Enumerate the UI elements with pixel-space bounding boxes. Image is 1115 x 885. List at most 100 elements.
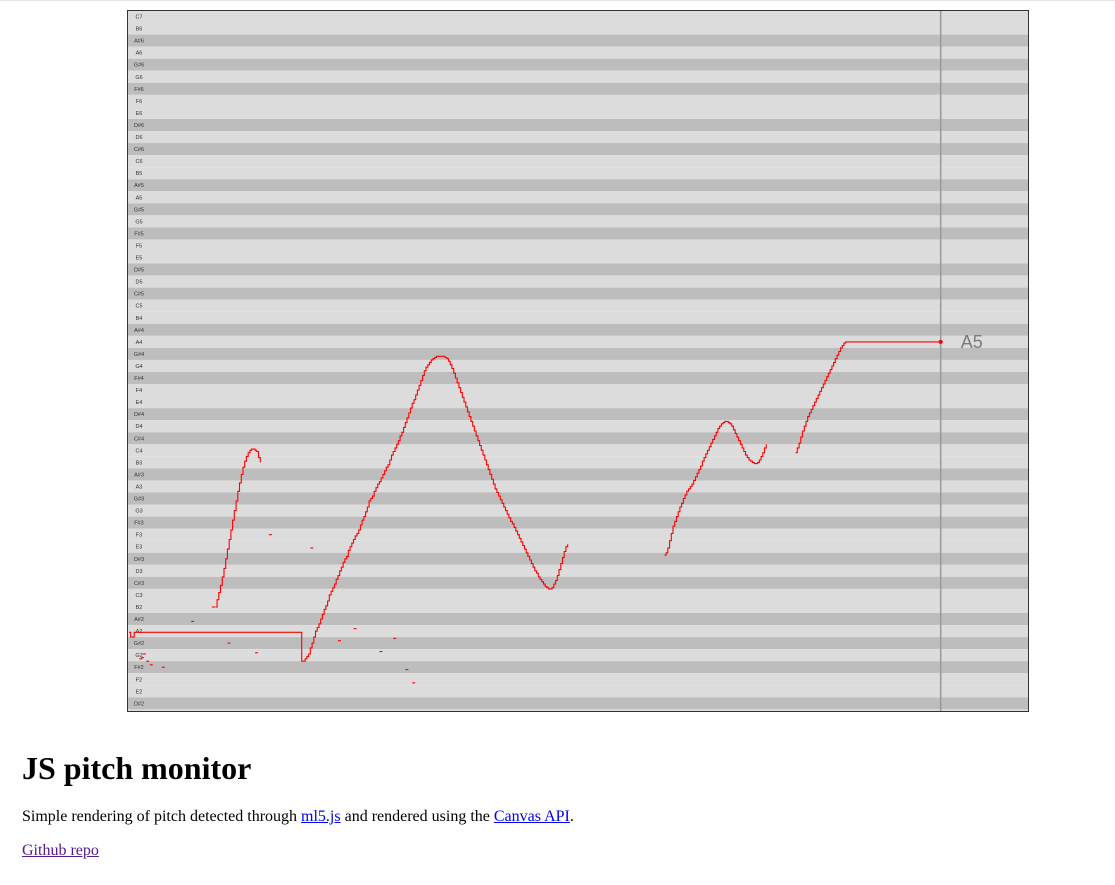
note-label: C7 [135, 15, 142, 21]
github-repo-link[interactable]: Github repo [22, 842, 99, 859]
note-stripe-as6 [128, 34, 1028, 47]
note-stripe-fs3 [128, 516, 1028, 529]
note-label: F2 [136, 677, 142, 683]
note-stripe-gs6 [128, 58, 1028, 71]
note-stripe-g5 [128, 215, 1028, 228]
note-labels: C7 B6 A#6 A6 G#6 G6 F#6 F6 E6 D#6 D6 C#6 C6 B5 A#5 A5 G#… [134, 15, 144, 708]
note-stripe-gs2 [128, 637, 1028, 650]
note-stripe-ds3 [128, 552, 1028, 565]
note-stripe-d4 [128, 420, 1028, 433]
note-stripe-ds5 [128, 263, 1028, 276]
note-stripe-c5 [128, 299, 1028, 312]
note-label: E6 [136, 111, 143, 117]
note-label: E5 [136, 256, 143, 262]
note-stripe-b3 [128, 456, 1028, 469]
note-stripe-e2 [128, 685, 1028, 698]
note-label: A#6 [134, 39, 144, 45]
note-label: B5 [136, 171, 143, 177]
note-label: G#3 [134, 497, 144, 503]
note-label: G4 [135, 364, 142, 370]
note-label: C5 [135, 304, 142, 310]
note-label: G6 [135, 75, 142, 81]
chart-border [127, 10, 1029, 712]
note-label: A4 [136, 340, 143, 346]
note-label: G#4 [134, 352, 144, 358]
note-stripe-f3 [128, 528, 1028, 541]
note-stripe-cs6 [128, 143, 1028, 156]
note-stripe-c4 [128, 444, 1028, 457]
ml5-link[interactable]: ml5.js [301, 808, 341, 825]
note-label: G#6 [134, 63, 144, 69]
canvas-api-link[interactable]: Canvas API [493, 808, 570, 825]
intro-text: Simple rendering of pitch detected throu… [22, 806, 574, 828]
note-stripe-d3 [128, 564, 1028, 577]
note-label: A#4 [134, 328, 144, 334]
note-label: D#3 [134, 557, 144, 563]
note-label: D5 [135, 280, 142, 286]
note-label: F#5 [134, 231, 143, 237]
note-stripe-f4 [128, 384, 1028, 397]
note-label: F#6 [134, 87, 143, 93]
pitch-trace-segment-main [129, 355, 569, 662]
current-pitch-dot [938, 339, 943, 344]
note-stripe-gs5 [128, 203, 1028, 216]
note-label: D3 [135, 569, 142, 575]
note-stripe-gs3 [128, 492, 1028, 505]
note-stripe-ds6 [128, 118, 1028, 131]
note-label: F5 [136, 243, 142, 249]
note-label: F3 [136, 533, 142, 539]
note-stripe-as2 [128, 613, 1028, 626]
note-label: A#3 [134, 472, 144, 478]
note-label: F6 [136, 99, 142, 105]
note-stripe-d2 [128, 709, 1028, 712]
note-label: A#2 [134, 617, 144, 623]
note-label: A3 [136, 484, 143, 490]
note-stripe-a5 [128, 191, 1028, 204]
note-stripe-as4 [128, 323, 1028, 336]
note-stripe-cs3 [128, 576, 1028, 589]
note-stripe-cs5 [128, 287, 1028, 300]
note-stripe-d5 [128, 275, 1028, 288]
note-label: E4 [136, 400, 143, 406]
note-stripe-e6 [128, 106, 1028, 119]
note-label: A5 [136, 195, 143, 201]
note-label: D#5 [134, 268, 144, 274]
note-label: C3 [135, 593, 142, 599]
note-stripe-e3 [128, 540, 1028, 553]
note-stripes [128, 10, 1028, 712]
note-label: D#2 [134, 701, 144, 707]
note-stripe-a3 [128, 480, 1028, 493]
note-stripe-f2 [128, 673, 1028, 686]
note-stripe-a6 [128, 46, 1028, 59]
note-label: C#5 [134, 292, 144, 298]
note-label: G3 [135, 509, 142, 515]
note-label: B3 [136, 460, 143, 466]
note-stripe-a2 [128, 625, 1028, 638]
note-stripe-cs4 [128, 432, 1028, 445]
note-stripe-b6 [128, 22, 1028, 35]
note-stripe-g3 [128, 504, 1028, 517]
top-border [0, 0, 1115, 1]
intro-middle: and rendered using the [340, 808, 494, 825]
note-label: B6 [136, 27, 143, 33]
note-label: A#5 [134, 183, 144, 189]
note-stripe-g6 [128, 70, 1028, 83]
note-label: B4 [136, 316, 143, 322]
note-label: F#2 [134, 665, 143, 671]
note-label: C#4 [134, 436, 144, 442]
note-stripe-ds4 [128, 408, 1028, 421]
note-stripe-as5 [128, 179, 1028, 192]
note-stripe-f5 [128, 239, 1028, 252]
note-label: E3 [136, 545, 143, 551]
note-label: D4 [135, 424, 142, 430]
intro-before: Simple rendering of pitch detected throu… [22, 808, 302, 825]
note-stripe-f6 [128, 94, 1028, 107]
current-note-label: A5 [961, 332, 983, 352]
note-stripe-ds2 [128, 697, 1028, 710]
note-stripe-b4 [128, 311, 1028, 324]
pitch-trace-segment-early [215, 448, 261, 608]
note-label: G#2 [134, 641, 144, 647]
note-label: D#4 [134, 412, 144, 418]
pitch-trace [129, 341, 941, 684]
note-label: D6 [135, 135, 142, 141]
